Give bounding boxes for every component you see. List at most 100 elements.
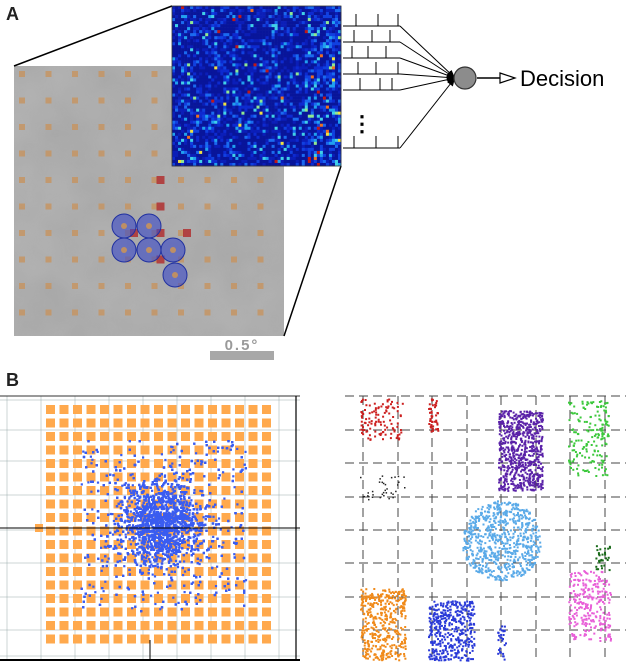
heatmap-cell [187,63,191,67]
heatmap-cell [172,24,176,28]
heatmap-cell [190,21,194,25]
heatmap-cell [331,153,336,158]
heatmap-cell [322,105,327,109]
heatmap-cell [304,159,309,164]
heatmap-cell [262,69,266,73]
population-dot [139,569,142,572]
heatmap-cell [259,27,263,31]
heatmap-cell [307,51,312,55]
heatmap-cell [256,162,260,167]
heatmap-cell [292,57,297,61]
heatmap-cell [277,99,281,103]
heatmap-cell [256,126,260,131]
heatmap-cell [181,63,185,67]
heatmap-cell [277,129,281,134]
heatmap-cell [178,129,182,134]
heatmap-cell [229,99,233,103]
electrode-marker [45,97,52,104]
heatmap-cell [241,114,245,118]
heatmap-cell [337,150,342,155]
heatmap-cell [178,138,182,143]
heatmap-cell [244,120,248,125]
population-dot [163,557,167,561]
heatmap-cell [325,120,330,125]
heatmap-cell [244,144,248,149]
zoom-line-top [13,5,173,67]
heatmap-cell [259,18,263,22]
heatmap-cell [319,39,324,43]
heatmap-cell [286,96,290,100]
population-dot [239,525,242,528]
heatmap-cell [187,99,191,103]
heatmap-cell [256,132,260,137]
heatmap-cell [313,126,318,131]
heatmap-cell [208,45,212,49]
heatmap-cell [277,144,281,149]
heatmap-cell [298,18,303,22]
heatmap-cell [211,48,215,52]
heatmap-cell [283,153,287,158]
heatmap-cell [280,48,284,52]
heatmap-cell [232,24,236,28]
heatmap-cell [289,96,294,100]
heatmap-cell [316,48,321,52]
heatmap-cell [304,69,309,73]
heatmap-cell [241,87,245,91]
electrode-marker [125,97,131,104]
heatmap-cell [283,114,287,118]
stimulus-square [221,607,231,617]
electrode-marker [204,177,211,183]
heatmap-cell [202,96,206,100]
heatmap-cell [217,51,221,55]
heatmap-cell [322,108,327,112]
heatmap-cell [184,9,188,13]
electrode-marker [178,203,184,210]
heatmap-cell [229,33,233,37]
heatmap-cell [238,150,242,155]
heatmap-cell [208,81,212,85]
heatmap-cell [304,63,309,67]
heatmap-cell [229,66,233,70]
stimulus-square [208,553,217,563]
heatmap-cell [259,21,263,25]
heatmap-cell [223,36,227,40]
heatmap-cell [292,159,297,164]
heatmap-cell [247,57,251,61]
population-dot [137,530,140,533]
heatmap-cell [253,108,257,112]
heatmap-cell [250,153,254,158]
heatmap-cell [265,105,269,109]
heatmap-cell [223,18,227,22]
population-dot [180,506,183,509]
stimulus-square [86,594,96,603]
heatmap-cell [331,96,336,100]
heatmap-cell [226,21,230,25]
population-dot [124,536,127,539]
electrode-marker [151,309,158,316]
heatmap-cell [178,36,182,40]
electrode-marker [231,230,237,236]
stimulus-square [73,432,82,441]
heatmap-cell [211,42,215,46]
heatmap-cell [247,12,251,16]
heatmap-cell [331,69,336,73]
heatmap-cell [334,69,339,73]
electrode-marker [98,124,105,130]
stimulus-square [248,472,258,482]
heatmap-cell [229,48,233,52]
heatmap-cell [247,69,251,73]
heatmap-cell [187,141,191,146]
heatmap-cell [214,12,218,16]
heatmap-cell [331,9,336,13]
heatmap-cell [268,153,272,158]
stimulus-square [181,472,190,482]
heatmap-cell [322,156,327,161]
heatmap-cell [214,15,218,19]
heatmap-cell [247,18,251,22]
heatmap-cell [181,111,185,115]
heatmap-cell [274,135,278,140]
heatmap-cell [277,72,281,76]
heatmap-cell [322,81,327,85]
stimulus-square [221,621,231,630]
heatmap-cell [190,132,194,137]
